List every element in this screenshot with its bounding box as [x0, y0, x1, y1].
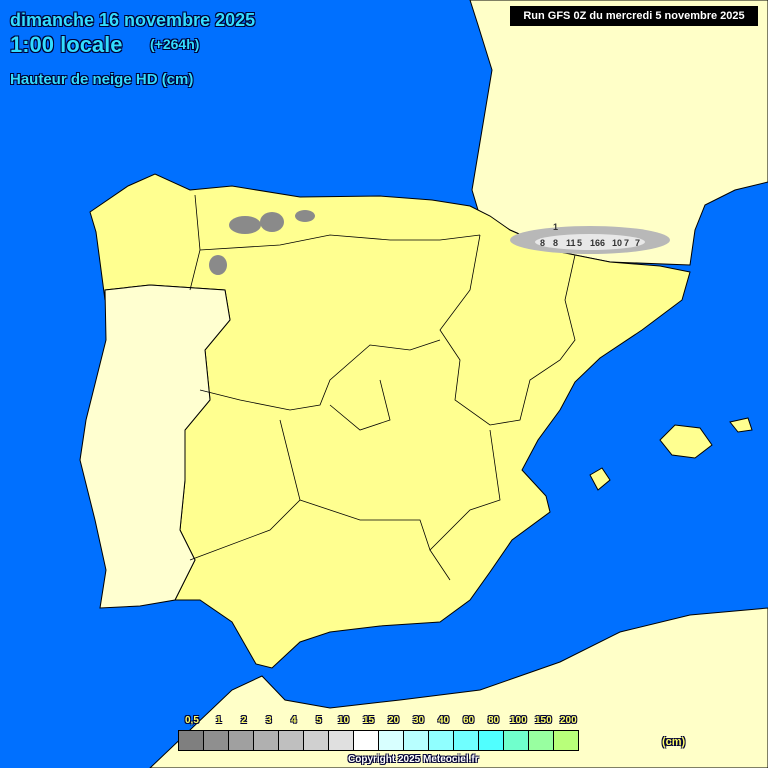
snow-depth-label: 7 [624, 238, 630, 248]
legend-swatch [429, 731, 454, 750]
legend-swatch [504, 731, 529, 750]
legend-swatch [204, 731, 229, 750]
legend-swatch [554, 731, 578, 750]
legend-swatch [304, 731, 329, 750]
run-info: Run GFS 0Z du mercredi 5 novembre 2025 [510, 6, 758, 26]
legend-swatch [179, 731, 204, 750]
legend-swatch [379, 731, 404, 750]
parameter-title: Hauteur de neige HD (cm) [10, 71, 194, 88]
legend-swatch [329, 731, 354, 750]
legend-colorbar [178, 730, 579, 751]
menorca [729, 417, 753, 433]
legend-tick: 60 [463, 715, 475, 726]
mallorca [659, 424, 713, 459]
legend-swatch [254, 731, 279, 750]
legend-swatch [279, 731, 304, 750]
ibiza [589, 467, 611, 491]
legend-tick: 30 [413, 715, 425, 726]
legend-tick: 80 [488, 715, 500, 726]
legend-tick: 3 [266, 715, 272, 726]
legend-swatch [404, 731, 429, 750]
snow-depth-label: 10 [612, 238, 623, 248]
legend-swatch [354, 731, 379, 750]
legend-tick: 4 [291, 715, 297, 726]
legend-tick: 200 [560, 715, 577, 726]
legend-swatch [529, 731, 554, 750]
legend-tick: 20 [388, 715, 400, 726]
legend-tick: 40 [438, 715, 450, 726]
forecast-time: 1:00 locale [10, 32, 123, 57]
legend-tick: 1 [216, 715, 222, 726]
legend-tick: 2 [241, 715, 247, 726]
africa-land [149, 607, 768, 768]
legend-tick: 150 [535, 715, 552, 726]
legend-swatch [479, 731, 504, 750]
legend-swatch [454, 731, 479, 750]
snow-depth-label: 5 [577, 238, 583, 248]
legend-unit: (cm) [662, 736, 686, 748]
snow-depth-label: 6 [600, 238, 606, 248]
forecast-date: dimanche 16 novembre 2025 [10, 10, 256, 30]
snow-depth-label: 8 [540, 238, 546, 248]
legend-tick: 100 [510, 715, 527, 726]
copyright: Copyright 2025 Meteociel.fr [348, 754, 479, 765]
snow-depth-label: 1 [553, 222, 559, 232]
legend-tick: 15 [363, 715, 375, 726]
forecast-offset: (+264h) [150, 36, 200, 52]
legend-tick: 0,5 [185, 715, 199, 726]
region-borders [189, 194, 576, 581]
portugal-land [79, 284, 231, 609]
snow-depth-label: 11 [566, 238, 576, 248]
snow-depth-label: 16 [590, 238, 601, 248]
snow-depth-label: 7 [635, 238, 641, 248]
legend-tick: 5 [316, 715, 322, 726]
snow-depth-label: 8 [553, 238, 559, 248]
snow-cover [209, 210, 670, 275]
legend-swatch [229, 731, 254, 750]
legend-tick: 10 [338, 715, 350, 726]
